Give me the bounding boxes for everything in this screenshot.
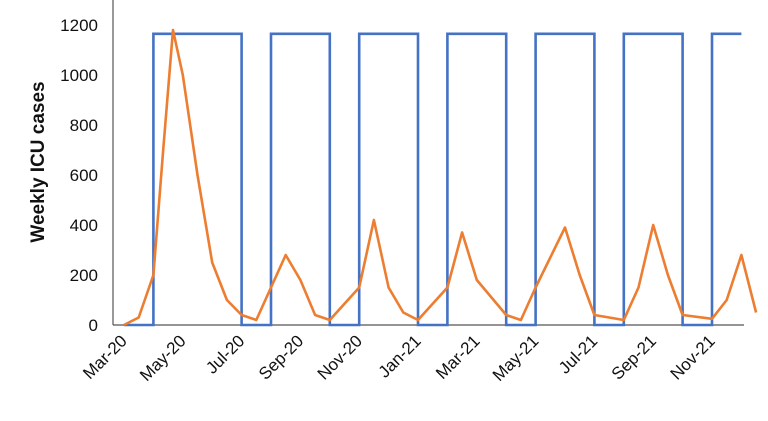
x-tick-label: Jan-21 xyxy=(375,331,425,381)
x-tick-label: May-20 xyxy=(136,331,190,385)
x-tick-label: Mar-20 xyxy=(79,331,131,383)
x-tick-label: Sep-21 xyxy=(608,331,660,383)
x-tick-label: Nov-21 xyxy=(667,331,719,383)
y-tick-label: 800 xyxy=(70,116,98,135)
x-ticks: Mar-20 May-20 Jul-20 Sep-20 Nov-20 Jan-21 Mar-… xyxy=(79,331,719,385)
y-tick-label: 1200 xyxy=(60,16,98,35)
x-tick-label: Sep-20 xyxy=(255,331,307,383)
x-tick-label: Jul-20 xyxy=(202,331,248,377)
x-tick-label: May-21 xyxy=(489,331,543,385)
x-tick-label: Mar-21 xyxy=(432,331,484,383)
x-tick-label: Nov-20 xyxy=(314,331,366,383)
x-tick-label: Jul-21 xyxy=(555,331,601,377)
y-tick-label: 400 xyxy=(70,216,98,235)
y-tick-label: 1000 xyxy=(60,66,98,85)
series-step-line xyxy=(124,32,742,327)
y-ticks: 0 200 400 600 800 1000 1200 xyxy=(60,16,98,335)
y-tick-label: 0 xyxy=(89,316,98,335)
y-tick-label: 200 xyxy=(70,266,98,285)
y-tick-label: 600 xyxy=(70,166,98,185)
series-layer xyxy=(123,28,758,327)
y-axis-label: Weekly ICU cases xyxy=(28,81,49,242)
series-cases-line xyxy=(123,28,758,327)
